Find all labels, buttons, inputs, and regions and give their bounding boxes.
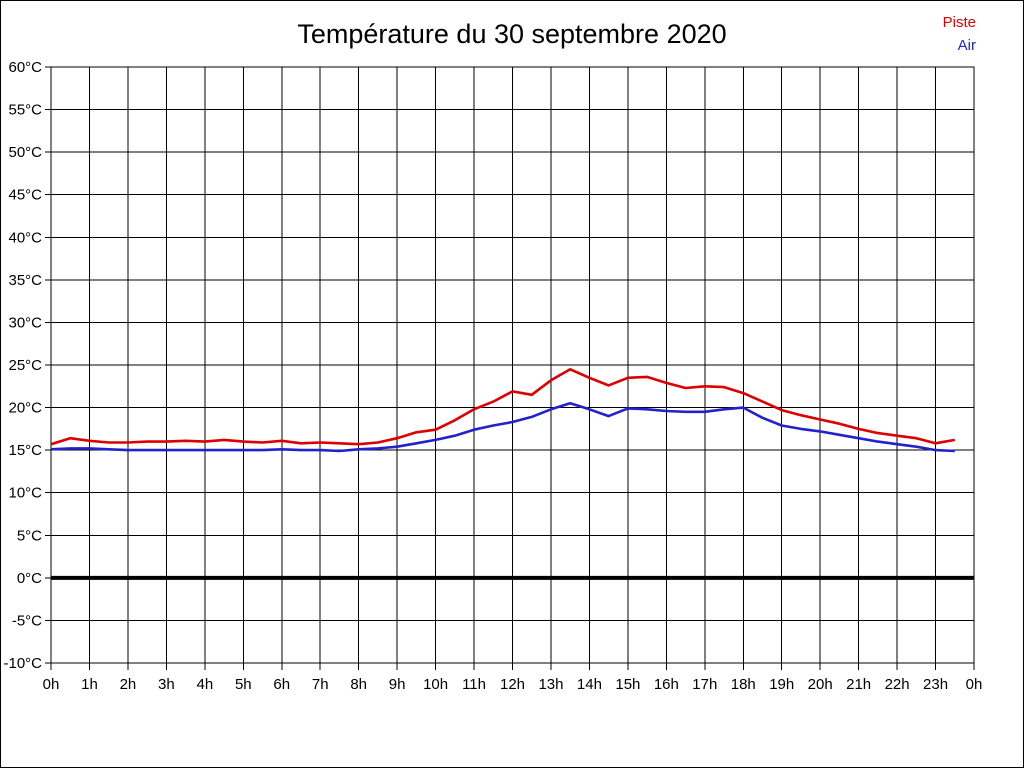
y-tick-label: 50°C [8, 144, 42, 161]
y-tick-label: 25°C [8, 357, 42, 374]
x-tick-label: 10h [423, 676, 448, 693]
legend-item-piste: Piste [942, 14, 976, 31]
y-tick-label: 30°C [8, 314, 42, 331]
series-line-air [50, 401, 955, 453]
x-tick-label: 22h [885, 676, 910, 693]
y-tick-label: 0°C [17, 570, 42, 587]
x-tick-label: 1h [81, 676, 98, 693]
x-tick-label: 0h [966, 676, 983, 693]
y-tick-label: 10°C [8, 485, 42, 502]
x-tick-label: 21h [846, 676, 871, 693]
y-tick-label: -10°C [3, 655, 42, 672]
x-tick-label: 12h [500, 676, 525, 693]
x-tick-label: 18h [731, 676, 756, 693]
x-tick-label: 23h [923, 676, 948, 693]
x-tick-label: 13h [538, 676, 563, 693]
x-tick-label: 6h [273, 676, 290, 693]
y-tick-label: 35°C [8, 272, 42, 289]
x-tick-label: 3h [158, 676, 175, 693]
x-tick-label: 0h [43, 676, 60, 693]
x-tick-label: 19h [769, 676, 794, 693]
x-tick-label: 5h [235, 676, 252, 693]
y-tick-label: 20°C [8, 400, 42, 417]
x-tick-label: 17h [692, 676, 717, 693]
plot-border [50, 66, 975, 664]
x-tick-label: 11h [462, 676, 486, 693]
x-tick-label: 2h [120, 676, 137, 693]
x-tick-label: 16h [654, 676, 679, 693]
x-tick-label: 14h [577, 676, 602, 693]
series-line-piste [50, 367, 956, 446]
chart-legend: Piste Air [943, 11, 976, 57]
x-tick-label: 7h [312, 676, 329, 693]
y-tick-label: 60°C [8, 59, 42, 76]
y-tick-label: 40°C [8, 229, 42, 246]
x-tick-label: 4h [196, 676, 213, 693]
y-tick-label: -5°C [12, 612, 42, 629]
x-tick-label: 8h [350, 676, 367, 693]
y-tick-label: 15°C [8, 442, 42, 459]
x-tick-label: 20h [808, 676, 833, 693]
y-tick-label: 5°C [17, 527, 42, 544]
y-tick-label: 55°C [8, 102, 42, 119]
legend-item-air: Air [957, 37, 976, 54]
x-tick-label: 15h [615, 676, 640, 693]
y-tick-label: 45°C [8, 187, 42, 204]
chart-title: Température du 30 septembre 2020 [297, 19, 727, 49]
x-tick-label: 9h [389, 676, 406, 693]
